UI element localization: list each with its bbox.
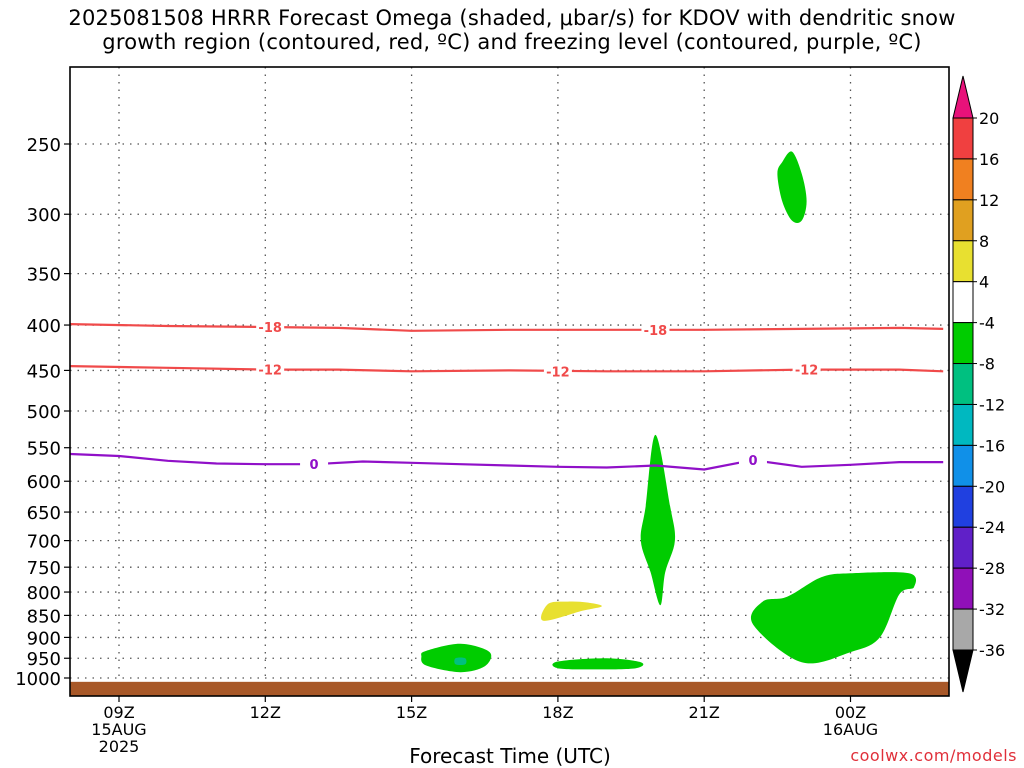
colorbar-box xyxy=(952,322,974,365)
contours: -18 -18 -12 -12 -12 0 0 xyxy=(70,318,944,473)
contour-label: -18 xyxy=(258,321,282,336)
tick-label-y: 400 xyxy=(27,316,61,337)
colorbar-label: 4 xyxy=(979,273,989,292)
contour-label: -12 xyxy=(258,364,282,379)
terrain-bar xyxy=(70,681,949,696)
tick-label-x: 15Z xyxy=(396,703,427,722)
colorbar-label: -36 xyxy=(979,641,1005,660)
colorbar-box xyxy=(952,485,974,528)
colorbar-box xyxy=(952,240,974,283)
colorbar-label: -20 xyxy=(979,477,1005,496)
omega-region xyxy=(552,658,644,670)
contour-label: 0 xyxy=(748,454,757,469)
colorbar-label: -4 xyxy=(979,314,995,333)
omega-region xyxy=(750,572,917,664)
colorbar-box xyxy=(952,158,974,201)
tick-label-y: 350 xyxy=(27,265,61,286)
contour-line xyxy=(70,323,944,332)
colorbar-label: 16 xyxy=(979,150,999,169)
colorbar-label: -12 xyxy=(979,395,1005,414)
tick-label-y: 250 xyxy=(27,135,61,156)
tick-label-x: 16AUG xyxy=(823,720,878,739)
credit-link[interactable]: coolwx.com/models xyxy=(850,746,1017,765)
colorbar-label: -32 xyxy=(979,600,1005,619)
colorbar-label: 20 xyxy=(979,109,999,128)
contour-line xyxy=(70,365,944,373)
chart-title-line1: 2025081508 HRRR Forecast Omega (shaded, … xyxy=(68,6,956,30)
colorbar-box xyxy=(952,199,974,242)
contour-label-bg xyxy=(792,361,821,378)
chart-title: 2025081508 HRRR Forecast Omega (shaded, … xyxy=(0,6,1024,54)
colorbar-box xyxy=(952,567,974,610)
omega-region xyxy=(640,434,676,606)
colorbar-label: -16 xyxy=(979,436,1005,455)
tick-label-x: 12Z xyxy=(250,703,281,722)
omega-shading xyxy=(421,151,917,673)
colorbar-box xyxy=(952,444,974,487)
omega-region xyxy=(454,657,467,666)
contour-label-bg xyxy=(256,361,285,378)
tick-label-x: 21Z xyxy=(689,703,720,722)
contour-label-bg xyxy=(256,318,285,335)
tick-label-y: 700 xyxy=(27,532,61,553)
tick-label-x: 15AUG xyxy=(91,720,146,739)
tick-label-x: 09Z xyxy=(103,703,134,722)
y-axis: 2503003504004505005506006507007508008509… xyxy=(15,135,70,690)
colorbar-label: -28 xyxy=(979,559,1005,578)
contour-label: -12 xyxy=(546,365,570,380)
tick-label-y: 600 xyxy=(27,472,61,493)
contour-label-bg xyxy=(543,363,572,380)
chart-title-line2: growth region (contoured, red, ºC) and f… xyxy=(102,30,922,54)
colorbar: 20 16 12 8 4 -4 -8 -12 -16 -20 -24 -28 -32 -36 xyxy=(952,75,1005,693)
contour-label-bg xyxy=(641,321,670,338)
contour-label: -18 xyxy=(644,324,668,339)
tick-label-y: 850 xyxy=(27,606,61,627)
contour-label-bg xyxy=(738,452,767,469)
contour-label: -12 xyxy=(795,364,819,379)
contour-label-bg xyxy=(300,456,329,473)
colorbar-box xyxy=(952,526,974,569)
tick-label-x: 18Z xyxy=(542,703,573,722)
colorbar-box xyxy=(952,281,974,324)
colorbar-label: 12 xyxy=(979,191,999,210)
colorbar-box xyxy=(952,117,974,160)
tick-label-y: 750 xyxy=(27,558,61,579)
colorbar-label: -24 xyxy=(979,518,1005,537)
tick-label-x: 00Z xyxy=(835,703,866,722)
tick-label-y: 500 xyxy=(27,402,61,423)
colorbar-box xyxy=(952,403,974,446)
tick-label-x: 2025 xyxy=(99,737,140,756)
omega-region xyxy=(777,151,807,223)
plot-frame xyxy=(69,66,950,697)
omega-region xyxy=(541,601,602,621)
tick-label-y: 450 xyxy=(27,361,61,382)
contour-label: 0 xyxy=(310,458,319,473)
tick-label-y: 550 xyxy=(27,439,61,460)
contour-line xyxy=(70,452,944,471)
colorbar-arrow-top xyxy=(952,75,974,119)
colorbar-box xyxy=(952,363,974,405)
terrain xyxy=(70,681,949,696)
tick-label-y: 300 xyxy=(27,205,61,226)
x-axis-title: Forecast Time (UTC) xyxy=(409,744,611,768)
tick-label-y: 650 xyxy=(27,503,61,524)
colorbar-label: -8 xyxy=(979,355,995,374)
colorbar-arrow-bottom xyxy=(952,649,974,693)
tick-label-y: 1000 xyxy=(15,669,61,690)
colorbar-label: 8 xyxy=(979,232,989,251)
tick-label-y: 950 xyxy=(27,649,61,670)
tick-label-y: 900 xyxy=(27,628,61,649)
colorbar-box xyxy=(952,608,974,651)
tick-label-y: 800 xyxy=(27,583,61,604)
